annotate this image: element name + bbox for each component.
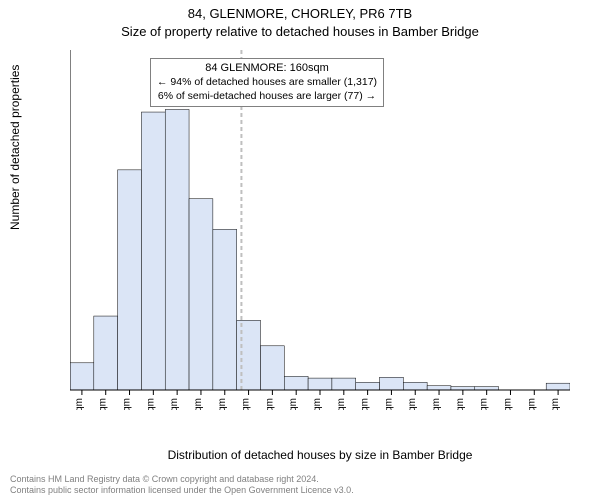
histogram-bar bbox=[403, 382, 427, 390]
histogram-bar bbox=[451, 387, 475, 390]
svg-text:382sqm: 382sqm bbox=[550, 398, 561, 410]
attribution-line-1: Contains HM Land Registry data © Crown c… bbox=[10, 474, 354, 485]
svg-text:139sqm: 139sqm bbox=[217, 398, 228, 410]
histogram-bar bbox=[189, 199, 213, 390]
histogram-bar bbox=[308, 378, 332, 390]
callout-title: 84 GLENMORE: 160sqm bbox=[157, 61, 377, 75]
svg-text:278sqm: 278sqm bbox=[407, 398, 418, 410]
histogram-bar bbox=[213, 229, 237, 390]
svg-text:347sqm: 347sqm bbox=[502, 398, 513, 410]
histogram-bar bbox=[427, 386, 451, 390]
x-axis-label: Distribution of detached houses by size … bbox=[70, 448, 570, 462]
callout-smaller-line: ← 94% of detached houses are smaller (1,… bbox=[157, 76, 377, 90]
histogram-bar bbox=[260, 346, 284, 390]
histogram-bar bbox=[237, 320, 261, 390]
svg-text:330sqm: 330sqm bbox=[479, 398, 490, 410]
svg-text:365sqm: 365sqm bbox=[526, 398, 537, 410]
svg-text:296sqm: 296sqm bbox=[431, 398, 442, 410]
attribution-line-2: Contains public sector information licen… bbox=[10, 485, 354, 496]
svg-text:122sqm: 122sqm bbox=[193, 398, 204, 410]
histogram-bar bbox=[141, 112, 165, 390]
chart-subtitle: Size of property relative to detached ho… bbox=[0, 24, 600, 39]
svg-text:104sqm: 104sqm bbox=[169, 398, 180, 410]
histogram-bar bbox=[475, 387, 499, 390]
svg-text:35sqm: 35sqm bbox=[74, 398, 85, 410]
svg-text:174sqm: 174sqm bbox=[264, 398, 275, 410]
svg-text:70sqm: 70sqm bbox=[122, 398, 133, 410]
histogram-bar bbox=[70, 363, 94, 390]
histogram-bar bbox=[94, 316, 118, 390]
callout-larger-line: 6% of semi-detached houses are larger (7… bbox=[157, 90, 377, 104]
histogram-bar bbox=[332, 378, 356, 390]
histogram-bar bbox=[284, 376, 308, 390]
svg-text:87sqm: 87sqm bbox=[145, 398, 156, 410]
svg-text:191sqm: 191sqm bbox=[288, 398, 299, 410]
histogram-bar bbox=[356, 382, 380, 390]
svg-text:52sqm: 52sqm bbox=[98, 398, 109, 410]
chart-address-title: 84, GLENMORE, CHORLEY, PR6 7TB bbox=[0, 6, 600, 21]
svg-text:313sqm: 313sqm bbox=[455, 398, 466, 410]
histogram-bar bbox=[546, 383, 570, 390]
svg-text:226sqm: 226sqm bbox=[336, 398, 347, 410]
data-attribution: Contains HM Land Registry data © Crown c… bbox=[10, 474, 354, 497]
y-axis-label: Number of detached properties bbox=[8, 65, 22, 230]
svg-text:261sqm: 261sqm bbox=[383, 398, 394, 410]
histogram-bar bbox=[165, 110, 189, 391]
histogram-bar bbox=[118, 170, 142, 390]
svg-text:243sqm: 243sqm bbox=[360, 398, 371, 410]
svg-text:156sqm: 156sqm bbox=[241, 398, 252, 410]
callout-box: 84 GLENMORE: 160sqm ← 94% of detached ho… bbox=[150, 58, 384, 107]
svg-text:209sqm: 209sqm bbox=[312, 398, 323, 410]
histogram-bar bbox=[380, 377, 404, 390]
